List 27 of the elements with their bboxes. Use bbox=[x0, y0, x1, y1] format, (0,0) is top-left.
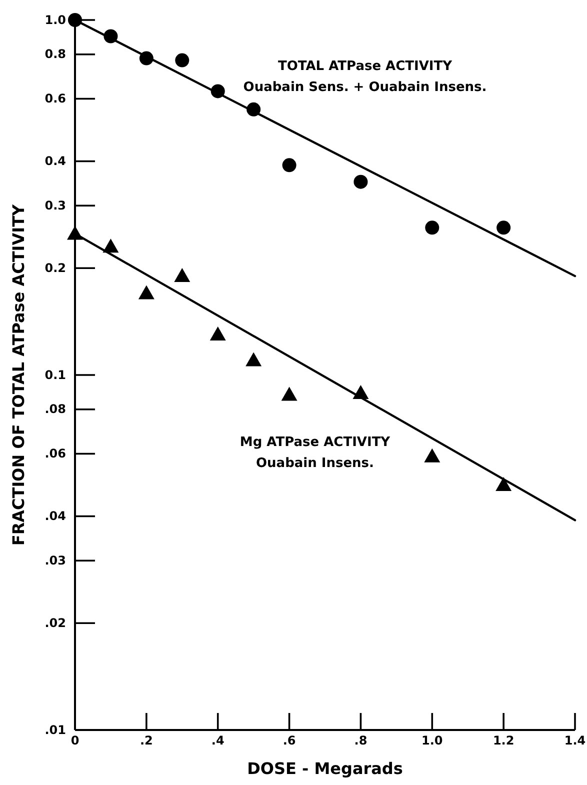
annotation: Mg ATPase ACTIVITY bbox=[240, 435, 391, 450]
y-tick-label: .01 bbox=[44, 722, 66, 737]
y-tick-label: 0.6 bbox=[44, 92, 66, 106]
y-tick-label: .03 bbox=[44, 553, 66, 568]
y-tick-label: 0.1 bbox=[44, 368, 66, 382]
annotation: Ouabain Sens. + Ouabain Insens. bbox=[243, 80, 487, 95]
y-tick-label: 1.0 bbox=[44, 12, 66, 27]
y-tick-label: .02 bbox=[44, 616, 66, 630]
x-tick-label: 1.4 bbox=[564, 734, 586, 748]
x-tick-label: 0 bbox=[70, 734, 80, 748]
y-tick-label: .08 bbox=[44, 402, 66, 416]
y-tick-label: 0.2 bbox=[44, 260, 66, 275]
x-tick-label: 1.2 bbox=[492, 734, 514, 748]
y-tick-label: 0.3 bbox=[44, 198, 66, 212]
y-axis-title: FRACTION OF TOTAL ATPase ACTIVITY bbox=[9, 204, 28, 546]
x-tick-label: .4 bbox=[211, 734, 224, 748]
annotation: TOTAL ATPase ACTIVITY bbox=[278, 59, 453, 74]
x-tick-label: .6 bbox=[282, 734, 296, 748]
y-tick-label: 0.8 bbox=[44, 47, 66, 62]
annotation: Ouabain Insens. bbox=[256, 456, 374, 471]
x-tick-label: .8 bbox=[354, 734, 368, 748]
y-tick-label: 0.4 bbox=[44, 154, 66, 168]
x-axis-title: DOSE - Megarads bbox=[247, 759, 403, 778]
y-tick-label: .04 bbox=[44, 509, 66, 524]
x-tick-label: .2 bbox=[140, 734, 153, 748]
x-tick-label: 1.0 bbox=[422, 734, 443, 748]
y-tick-label: .06 bbox=[44, 446, 66, 461]
